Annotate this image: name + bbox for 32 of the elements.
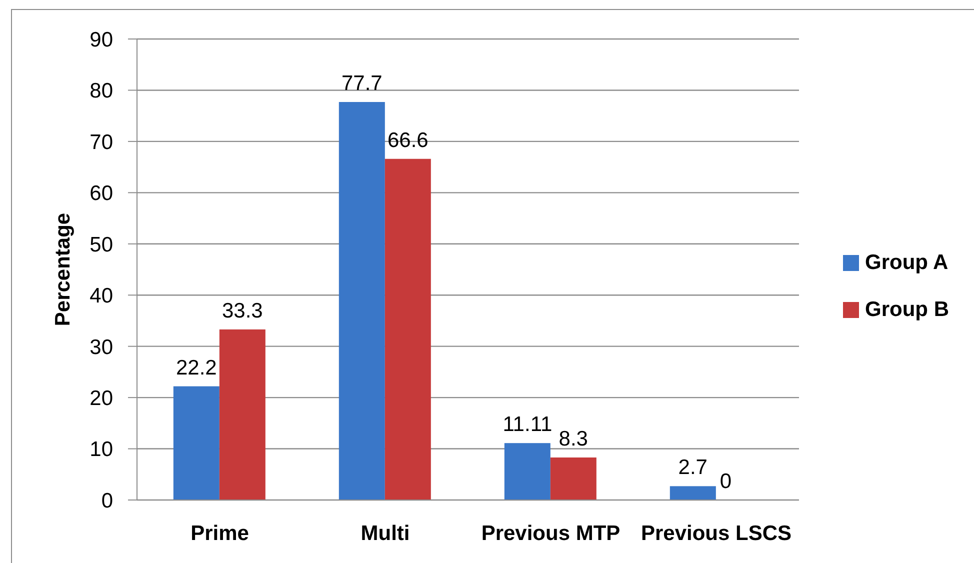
y-tick-label: 90 — [90, 28, 113, 52]
y-tick-label: 70 — [90, 130, 113, 154]
y-tick-label: 80 — [90, 80, 113, 103]
y-tick-label: 20 — [90, 387, 113, 410]
legend-label: Group A — [865, 251, 948, 275]
y-tick-label: 30 — [90, 336, 113, 359]
data-label: 2.7 — [678, 456, 708, 480]
data-label: 11.11 — [502, 413, 552, 436]
bar — [338, 102, 385, 500]
bar — [173, 386, 220, 500]
y-tick-label: 10 — [90, 438, 113, 462]
data-label: 33.3 — [222, 299, 263, 322]
data-label: 8.3 — [558, 427, 588, 450]
legend-label: Group B — [865, 298, 949, 322]
y-tick-label: 0 — [101, 489, 113, 512]
bar — [219, 329, 266, 500]
bar — [504, 443, 550, 500]
x-tick-label: Previous MTP — [481, 522, 620, 545]
y-axis-title: Percentage — [51, 212, 74, 326]
y-tick-label: 40 — [90, 284, 113, 308]
bar — [550, 457, 596, 500]
data-label: 66.6 — [387, 128, 428, 152]
data-label: 22.2 — [176, 356, 217, 380]
data-label: 77.7 — [341, 72, 382, 96]
y-tick-label: 60 — [90, 182, 113, 206]
bar — [670, 486, 716, 500]
data-label: 0 — [720, 470, 732, 493]
bar — [384, 158, 431, 500]
y-tick-label: 50 — [90, 233, 113, 256]
x-tick-label: Prime — [190, 522, 249, 545]
x-tick-label: Previous LSCS — [640, 522, 792, 545]
x-tick-label: Multi — [360, 522, 410, 545]
